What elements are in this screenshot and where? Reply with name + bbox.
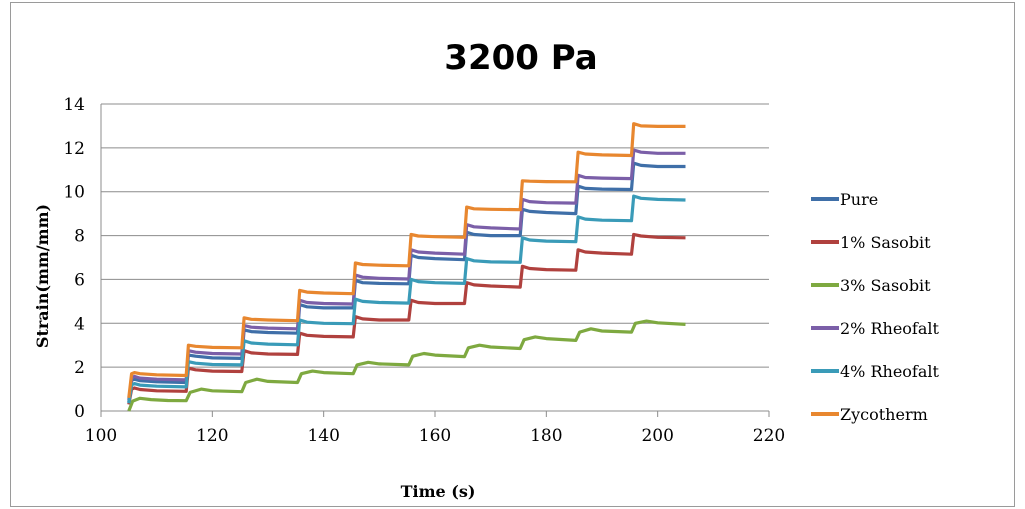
x-tick-label: 100 — [85, 426, 117, 446]
y-tick-label: 6 — [74, 270, 85, 290]
series-line — [127, 194, 686, 404]
y-tick-label: 2 — [74, 358, 85, 378]
legend-label: Zycotherm — [840, 405, 928, 424]
y-tick-labels: 0 2 4 6 8 10 12 14 — [63, 95, 85, 422]
series-line — [127, 161, 686, 403]
legend-label: 2% Rheofalt — [840, 319, 940, 338]
chart-frame: 3200 Pa 0 2 4 6 8 10 12 14 100 120 140 160 180 200 22… — [10, 2, 1015, 507]
legend-label: Pure — [840, 190, 878, 209]
y-tick-label: 10 — [63, 183, 85, 203]
y-tick-label: 8 — [74, 227, 85, 247]
x-tick-label: 120 — [196, 426, 228, 446]
chart-title: 3200 Pa — [444, 38, 597, 78]
x-tick-label: 160 — [419, 426, 451, 446]
x-tick-label: 200 — [641, 426, 673, 446]
series-line — [127, 319, 686, 412]
line-chart: 3200 Pa 0 2 4 6 8 10 12 14 100 120 140 160 180 200 22… — [33, 38, 940, 501]
x-axis-label: Time (s) — [401, 482, 476, 501]
series-line — [127, 148, 686, 401]
legend-label: 4% Rheofalt — [840, 362, 940, 381]
series-line — [127, 232, 686, 405]
y-axis-label: Strain(mm/mm) — [33, 204, 52, 348]
y-tick-label: 4 — [74, 314, 85, 334]
x-tick-label: 140 — [307, 426, 339, 446]
legend-label: 1% Sasobit — [840, 233, 931, 252]
x-tick-label: 180 — [530, 426, 562, 446]
legend-label: 3% Sasobit — [840, 276, 931, 295]
series-lines — [127, 122, 686, 412]
y-tick-label: 0 — [74, 402, 85, 422]
x-tick-labels: 100 120 140 160 180 200 220 — [85, 426, 785, 446]
x-tick-label: 220 — [753, 426, 785, 446]
series-line — [127, 122, 686, 398]
y-tick-label: 14 — [63, 95, 85, 115]
gridlines — [101, 103, 769, 368]
axes — [100, 104, 770, 417]
y-tick-label: 12 — [63, 139, 85, 159]
legend: Pure 1% Sasobit 3% Sasobit 2% Rheofalt 4% Rh… — [811, 190, 940, 424]
